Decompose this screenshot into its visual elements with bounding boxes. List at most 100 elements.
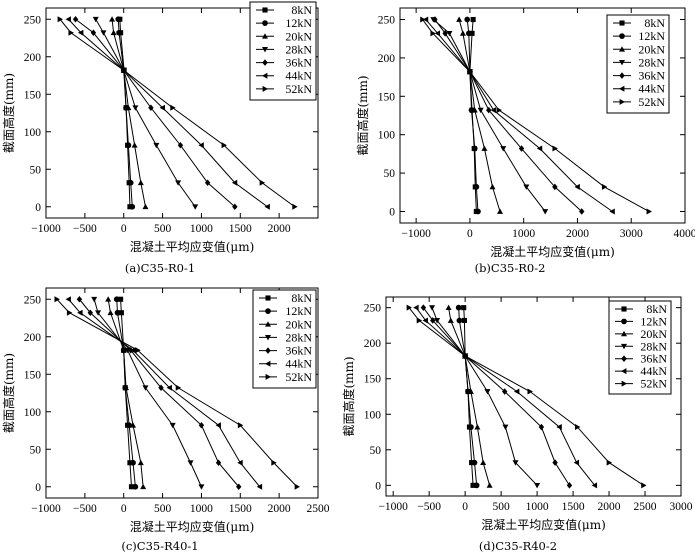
x-tick-label: 2000	[566, 228, 589, 240]
data-point-12kN	[132, 483, 139, 490]
legend-marker	[619, 60, 625, 66]
legend-marker	[619, 72, 625, 79]
data-point-36kN	[432, 16, 438, 23]
data-point-52kN	[237, 422, 244, 429]
data-point-44kN	[65, 16, 71, 23]
data-point-36kN	[552, 183, 558, 191]
legend-label: 20kN	[638, 42, 665, 56]
data-point-8kN	[461, 305, 467, 311]
x-tick-label: 0	[121, 223, 127, 235]
data-point-44kN	[536, 145, 543, 152]
y-tick-label: 0	[35, 202, 41, 214]
legend-box	[608, 300, 672, 395]
legend-marker	[619, 85, 625, 92]
x-tick-label: 2500	[634, 501, 657, 513]
x-tick-label: 500	[154, 223, 172, 235]
x-tick-label: −1000	[31, 503, 61, 515]
legend-label: 12kN	[285, 304, 312, 318]
legend-marker	[621, 330, 627, 337]
panel-c: −1000 −500 0 500 1000 1500 2000 2500 0 50 100 150 20…	[1, 287, 330, 552]
legend-label: 28kN	[285, 42, 312, 56]
data-point-44kN	[215, 422, 221, 429]
legend-label: 8kN	[291, 3, 312, 17]
x-axis-label: 混凝土平均应变值(μm)	[130, 239, 255, 254]
y-tick-label: 250	[364, 303, 382, 315]
y-tick-label: 50	[30, 164, 42, 176]
x-tick-label: 1500	[229, 503, 252, 515]
data-point-12kN	[113, 296, 120, 303]
x-tick-label: 0	[467, 228, 473, 240]
legend-marker	[265, 347, 271, 354]
data-point-36kN	[87, 309, 93, 317]
legend-marker	[619, 98, 625, 105]
data-point-28kN	[429, 305, 436, 311]
series-line-44kN	[68, 18, 268, 208]
data-point-52kN	[420, 16, 426, 23]
legend-label: 28kN	[640, 339, 667, 353]
panel-caption: (b)C35-R0-2	[475, 261, 546, 275]
data-point-44kN	[434, 30, 441, 37]
panel-caption: (a)C35-R0-1	[125, 261, 195, 275]
data-point-12kN	[114, 309, 121, 316]
data-point-36kN	[502, 388, 508, 395]
data-point-36kN	[579, 208, 585, 215]
data-point-20kN	[481, 145, 488, 151]
data-point-20kN	[474, 424, 481, 430]
x-tick-label: 1500	[562, 501, 585, 513]
legend-label: 52kN	[640, 377, 667, 391]
data-point-28kN	[542, 209, 549, 215]
y-axis-label: 截面高度(mm)	[341, 356, 356, 436]
data-point-36kN	[90, 29, 97, 37]
legend-label: 8kN	[644, 16, 665, 30]
panel-d: −1000 −500 0 500 1000 1500 2000 2500 3000 0 50 100 1…	[341, 296, 693, 552]
data-point-52kN	[601, 183, 608, 190]
x-tick-label: −1000	[378, 501, 408, 513]
data-point-28kN	[100, 30, 107, 36]
data-point-8kN	[469, 30, 475, 36]
plot-frame	[45, 7, 319, 219]
data-point-20kN	[105, 296, 112, 302]
data-point-20kN	[489, 183, 496, 190]
data-point-8kN	[118, 296, 124, 302]
data-point-52kN	[57, 16, 63, 23]
data-point-12kN	[116, 29, 122, 36]
series-line-12kN	[116, 299, 136, 487]
plot-frame	[385, 296, 682, 497]
data-point-20kN	[445, 304, 452, 311]
data-point-12kN	[468, 424, 474, 430]
x-tick-label: −500	[417, 501, 441, 513]
data-point-44kN	[573, 459, 580, 466]
legend-label: 52kN	[285, 370, 312, 384]
data-point-44kN	[574, 183, 580, 190]
y-tick-label: 100	[24, 407, 42, 419]
data-point-44kN	[231, 179, 238, 186]
data-point-52kN	[406, 304, 413, 311]
legend-label: 36kN	[638, 69, 665, 83]
data-point-12kN	[455, 304, 462, 311]
x-tick-label: 1000	[190, 503, 213, 515]
data-point-28kN	[502, 424, 509, 431]
data-point-44kN	[166, 384, 172, 391]
data-point-52kN	[175, 384, 182, 391]
data-point-20kN	[447, 317, 454, 323]
data-point-52kN	[68, 29, 74, 36]
data-point-52kN	[294, 483, 301, 490]
series-line-52kN	[408, 307, 644, 486]
y-tick-label: 0	[35, 482, 41, 494]
legend-marker	[265, 360, 271, 367]
legend-label: 44kN	[640, 364, 667, 378]
data-point-28kN	[192, 204, 199, 210]
legend-marker	[619, 20, 625, 26]
y-tick-label: 50	[370, 445, 382, 457]
data-point-52kN	[135, 347, 141, 354]
x-tick-label: 3000	[670, 501, 693, 513]
x-axis-label: 混凝土平均应变值(μm)	[490, 244, 615, 259]
data-point-52kN	[66, 309, 73, 316]
data-point-28kN	[132, 105, 139, 111]
data-point-20kN	[142, 203, 149, 210]
data-point-12kN	[127, 179, 134, 186]
data-point-52kN	[221, 142, 227, 149]
data-point-36kN	[518, 145, 525, 152]
series-line-28kN	[93, 299, 202, 487]
data-point-36kN	[204, 179, 211, 187]
